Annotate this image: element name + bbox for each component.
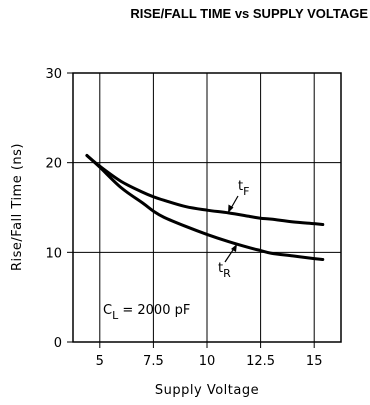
cl-label-sub: L [112,309,119,322]
svg-text:tR: tR [218,261,231,280]
y-tick-label: 0 [54,336,62,351]
plot-frame [72,72,342,343]
y-tick-label: 20 [45,157,62,172]
tick-labels: 5 7.5 10 12.5 15 0 10 20 30 [45,67,322,369]
cl-label: C [103,303,112,318]
cl-value: = 2000 pF [118,303,190,318]
tr-label: t [218,261,223,276]
series-lines [85,153,325,262]
x-tick-label: 12.5 [246,354,275,369]
series-line-tr [85,153,325,262]
y-axis-label: Rise/Fall Time (ns) [10,143,25,271]
x-axis-label: Supply Voltage [155,383,259,398]
chart-title: RISE/FALL TIME vs SUPPLY VOLTAGE [130,6,368,21]
tf-label-sub: F [243,185,249,198]
tf-label: t [238,179,243,194]
svg-text:tF: tF [238,179,249,198]
x-tick-label: 15 [306,354,323,369]
tf-arrowhead [228,204,234,213]
tr-label-sub: R [223,267,231,280]
x-tick-label: 10 [199,354,216,369]
tr-arrowhead [231,244,237,252]
tr-annotation: tR [218,244,237,280]
x-tick-label: 5 [96,354,104,369]
series-line-tf [85,153,325,227]
y-tick-label: 30 [45,67,62,82]
cl-annotation: CL = 2000 pF [103,303,190,322]
tf-annotation: tF [228,179,249,213]
x-tick-label: 7.5 [143,354,164,369]
y-tick-label: 10 [45,246,62,261]
